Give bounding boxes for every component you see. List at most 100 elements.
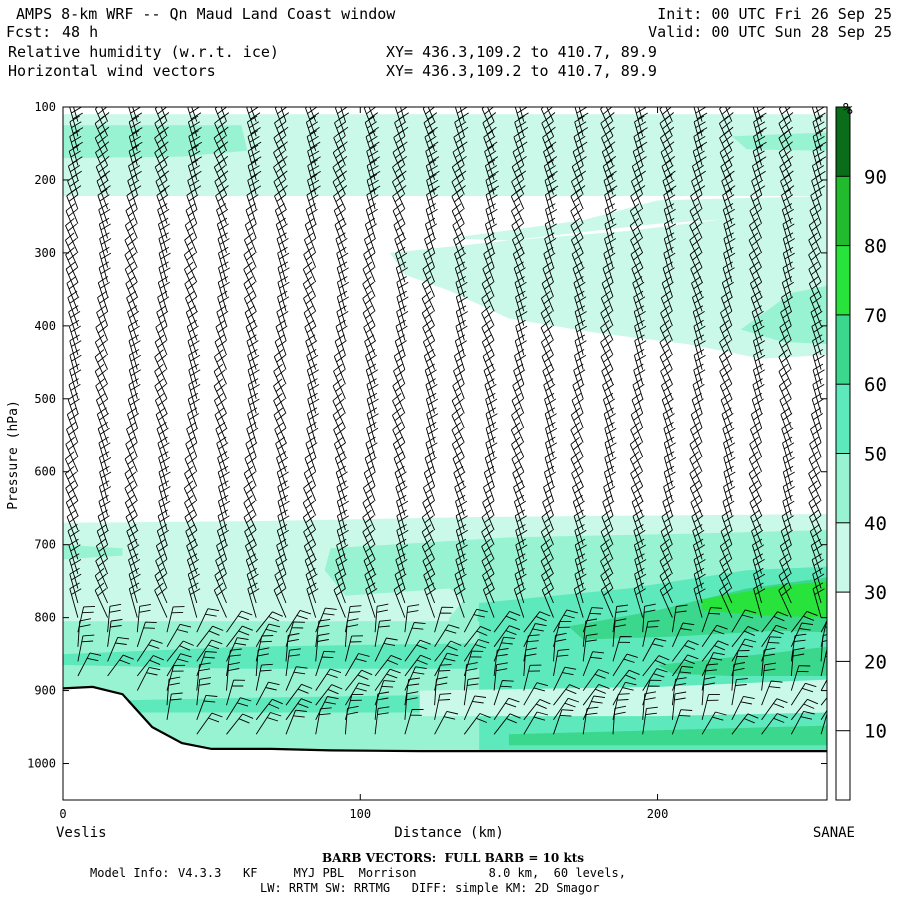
wind-barb [247, 349, 260, 385]
wind-barb [434, 710, 459, 735]
wind-barb [452, 378, 465, 414]
wind-barb [808, 480, 822, 516]
wind-barb [632, 276, 645, 312]
wind-barb [315, 707, 332, 735]
wind-barb [315, 633, 330, 662]
wind-barb [720, 305, 733, 341]
wind-barb [692, 144, 707, 181]
colorbar-tick-label: 30 [864, 582, 887, 604]
wind-barb [693, 349, 706, 385]
wind-barb [394, 334, 407, 370]
wind-barb [455, 494, 468, 531]
wind-barb [689, 465, 703, 502]
y-axis-label: Pressure (hPa) [6, 400, 21, 510]
wind-barb [463, 677, 480, 706]
wind-barb [363, 232, 377, 268]
wind-barb [515, 538, 528, 575]
wind-barb [188, 363, 201, 399]
wind-barb [780, 305, 793, 341]
wind-barb [126, 422, 139, 458]
wind-barb [425, 144, 440, 181]
wind-barb [605, 107, 614, 122]
wind-barb [761, 662, 777, 691]
wind-barb [570, 188, 584, 224]
wind-barb [404, 639, 431, 662]
wind-barb [722, 422, 735, 458]
model-info-label: Model Info: [90, 866, 170, 880]
wind-barb [96, 524, 109, 560]
wind-barb [543, 246, 556, 283]
wind-barb [374, 680, 396, 706]
wind-barb [693, 567, 706, 604]
wind-barb [127, 319, 140, 356]
wind-barb [302, 276, 317, 312]
wind-barb [214, 107, 230, 137]
wind-barb [421, 276, 436, 312]
wind-barb [217, 465, 230, 502]
wind-barb [778, 349, 792, 385]
wind-barb [752, 319, 765, 356]
wind-barb [303, 247, 317, 283]
wind-barb [463, 662, 478, 691]
wind-barb [422, 107, 438, 137]
wind-barb [97, 290, 110, 326]
wind-barb [790, 647, 805, 677]
wind-barb [553, 684, 581, 706]
wind-barb [808, 247, 822, 283]
wind-barb [515, 524, 528, 560]
wind-barb [154, 107, 170, 137]
wind-barb [689, 451, 703, 487]
wind-barb [128, 159, 142, 195]
wind-barb [779, 553, 792, 589]
wind-barb [690, 188, 703, 224]
wind-barb [157, 509, 170, 545]
wind-barb [366, 144, 381, 181]
wind-barb [305, 436, 318, 472]
wind-barb [187, 107, 202, 137]
wind-barb [570, 217, 584, 254]
wind-barb [662, 494, 675, 531]
colorbar-bin [836, 661, 850, 731]
wind-barb [67, 392, 80, 429]
wind-barb [514, 115, 529, 151]
wind-barb [226, 713, 254, 735]
wind-barb [394, 567, 407, 604]
wind-barb [196, 677, 211, 706]
wind-barb [701, 652, 725, 677]
wind-barb [285, 683, 313, 706]
y-tick-label: 800 [34, 611, 56, 625]
wind-barb [661, 392, 674, 429]
wind-barb [128, 107, 143, 137]
wind-barb [604, 436, 617, 472]
wind-barb [782, 217, 795, 254]
wind-barb [553, 709, 574, 735]
wind-barb [94, 363, 109, 399]
wind-barb [663, 436, 676, 472]
wind-barb [541, 582, 554, 618]
wind-barb [721, 276, 734, 312]
wind-barb [779, 319, 792, 356]
wind-barb [463, 625, 492, 648]
wind-barb [216, 538, 229, 575]
wind-barb [663, 217, 677, 254]
wind-barb [66, 509, 79, 545]
wind-barb [484, 217, 498, 254]
wind-barb [761, 647, 776, 677]
wind-barb [345, 669, 373, 691]
wind-barb [570, 436, 584, 472]
wind-barb [333, 349, 346, 385]
wind-barb [366, 392, 379, 429]
wind-barb [453, 232, 466, 268]
wind-barb [691, 392, 704, 429]
wind-barb [691, 276, 704, 312]
wind-barb [96, 407, 109, 443]
wind-barb [632, 144, 647, 181]
wind-barb [393, 363, 406, 399]
wind-barb [779, 538, 792, 575]
wind-barb [425, 378, 438, 414]
wind-barb [790, 622, 814, 647]
wind-barb [186, 188, 199, 224]
wind-barb [187, 567, 200, 604]
wind-barb [128, 144, 143, 181]
wind-barb [723, 232, 736, 268]
